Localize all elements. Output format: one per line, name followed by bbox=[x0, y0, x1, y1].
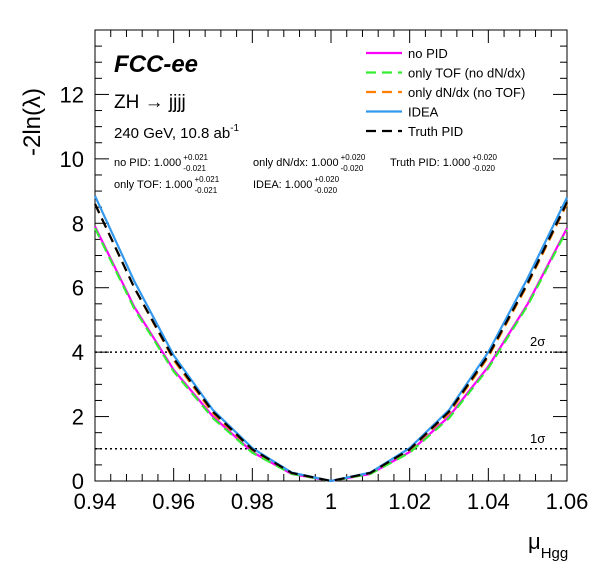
reference-lines: 1σ 2σ bbox=[95, 334, 567, 450]
series-line-4 bbox=[94, 195, 568, 483]
energy-lumi-label: 240 GeV, 10.8 ab-1 bbox=[114, 123, 240, 142]
y-tick-label: 10 bbox=[60, 147, 84, 172]
fit-result-up: +0.020 bbox=[314, 175, 339, 184]
series-lines bbox=[94, 195, 568, 483]
fit-result: no PID: 1.000 bbox=[114, 157, 181, 169]
energy-lumi-text: 240 GeV, 10.8 ab bbox=[114, 125, 230, 142]
fit-result-down: -0.021 bbox=[183, 164, 206, 173]
x-axis: 0.94 0.96 0.98 1 1.02 1.04 1.06 bbox=[74, 30, 589, 514]
y-tick-label: 12 bbox=[60, 82, 84, 107]
fit-result: only TOF: 1.000 bbox=[114, 179, 192, 191]
energy-lumi-exponent: -1 bbox=[230, 123, 239, 134]
y-tick-label: 2 bbox=[72, 405, 84, 430]
x-tick-label: 0.98 bbox=[231, 489, 274, 514]
reference-line-label: 2σ bbox=[530, 334, 545, 349]
fit-result: Truth PID: 1.000 bbox=[390, 157, 470, 169]
x-tick-label: 1 bbox=[325, 489, 337, 514]
x-axis-title: μHgg bbox=[528, 529, 568, 562]
x-tick-label: 0.96 bbox=[152, 489, 195, 514]
y-axis-title: -2ln(λ) bbox=[19, 88, 46, 156]
y-tick-label: 8 bbox=[72, 211, 84, 236]
legend-label: only TOF (no dN/dx) bbox=[408, 66, 525, 81]
fit-result-down: -0.020 bbox=[341, 164, 364, 173]
y-tick-label: 4 bbox=[72, 340, 84, 365]
legend-label: IDEA bbox=[408, 105, 439, 120]
y-axis: 0 2 4 6 8 10 12 bbox=[60, 29, 567, 494]
y-tick-label: 0 bbox=[72, 469, 84, 494]
process-label: ZH → jjjj bbox=[114, 92, 186, 113]
fit-result-down: -0.021 bbox=[194, 186, 217, 195]
x-axis-title-main: μ bbox=[528, 529, 541, 554]
x-tick-label: 1.02 bbox=[388, 489, 431, 514]
fit-result-up: +0.021 bbox=[183, 153, 208, 162]
fit-result-up: +0.021 bbox=[194, 175, 219, 184]
legend-label: no PID bbox=[408, 46, 448, 61]
fit-result-up: +0.020 bbox=[472, 153, 497, 162]
series-line-2 bbox=[94, 227, 568, 483]
x-axis-title-sub: Hgg bbox=[541, 545, 569, 562]
reference-line-label: 1σ bbox=[530, 431, 545, 446]
legend-label: only dN/dx (no TOF) bbox=[408, 85, 525, 100]
fit-results: no PID: 1.000 +0.021-0.021 only dN/dx: 1.0… bbox=[114, 153, 498, 195]
fit-result-down: -0.020 bbox=[472, 164, 495, 173]
fit-result-up: +0.020 bbox=[341, 153, 366, 162]
fit-result: only dN/dx: 1.000 bbox=[253, 157, 339, 169]
experiment-label: FCC-ee bbox=[114, 51, 198, 78]
y-tick-label: 6 bbox=[72, 276, 84, 301]
legend-label: Truth PID bbox=[408, 124, 463, 139]
x-tick-label: 1.04 bbox=[467, 489, 510, 514]
fit-result: IDEA: 1.000 bbox=[253, 179, 312, 191]
x-tick-label: 0.94 bbox=[74, 489, 117, 514]
fit-result-down: -0.020 bbox=[314, 186, 337, 195]
x-tick-label: 1.06 bbox=[546, 489, 589, 514]
legend: no PID only TOF (no dN/dx) only dN/dx (no … bbox=[366, 46, 525, 139]
